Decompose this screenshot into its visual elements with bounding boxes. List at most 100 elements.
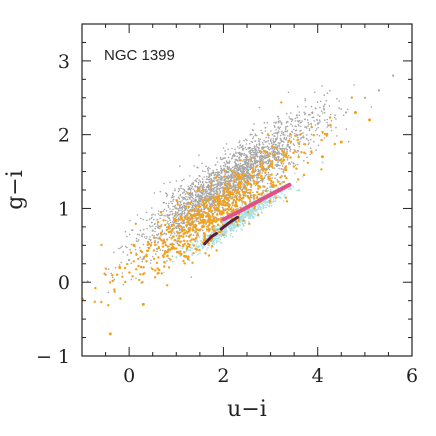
- scatter-point: [165, 202, 168, 205]
- scatter-point: [238, 193, 240, 195]
- scatter-point: [268, 165, 271, 169]
- scatter-point: [303, 143, 307, 146]
- scatter-point: [318, 135, 321, 137]
- scatter-point: [347, 140, 350, 143]
- scatter-point: [229, 234, 232, 237]
- scatter-point: [249, 200, 252, 203]
- scatter-point: [283, 195, 285, 197]
- scatter-point: [323, 94, 326, 96]
- scatter-point: [214, 200, 217, 203]
- scatter-point: [297, 188, 300, 192]
- scatter-point: [267, 167, 270, 170]
- scatter-point: [172, 193, 175, 195]
- scatter-point: [194, 230, 197, 233]
- scatter-point: [199, 209, 202, 213]
- scatter-point: [266, 133, 270, 136]
- scatter-point: [216, 185, 218, 188]
- scatter-point: [243, 179, 246, 182]
- scatter-point: [283, 174, 287, 178]
- scatter-point: [266, 204, 269, 206]
- scatter-point: [141, 258, 144, 260]
- scatter-point: [255, 154, 258, 157]
- scatter-point: [236, 188, 240, 192]
- scatter-point: [246, 191, 250, 194]
- scatter-point: [111, 279, 114, 283]
- scatter-point: [194, 190, 196, 193]
- scatter-point: [194, 237, 198, 240]
- scatter-point: [284, 168, 288, 172]
- scatter-point: [179, 205, 181, 207]
- scatter-point: [231, 166, 234, 169]
- scatter-point: [220, 170, 223, 173]
- scatter-point: [370, 106, 373, 108]
- scatter-point: [281, 193, 283, 195]
- scatter-point: [234, 162, 237, 165]
- scatter-point: [233, 168, 236, 170]
- scatter-point: [305, 126, 308, 128]
- scatter-point: [254, 149, 256, 152]
- scatter-point: [177, 190, 180, 193]
- scatter-point: [190, 276, 193, 278]
- scatter-point: [282, 200, 285, 202]
- scatter-point: [242, 149, 244, 151]
- scatter-point: [205, 165, 207, 168]
- scatter-point: [143, 236, 146, 238]
- scatter-point: [224, 163, 227, 165]
- scatter-point: [192, 238, 196, 241]
- scatter-point: [252, 179, 255, 182]
- scatter-point: [221, 176, 223, 179]
- scatter-point: [248, 222, 251, 225]
- scatter-point: [280, 181, 283, 184]
- scatter-point: [200, 197, 202, 199]
- scatter-point: [271, 201, 274, 203]
- scatter-point: [235, 191, 239, 194]
- scatter-point: [142, 266, 145, 269]
- scatter-point: [248, 191, 252, 194]
- scatter-point: [172, 260, 174, 263]
- scatter-point: [185, 235, 188, 237]
- scatter-point: [330, 126, 332, 128]
- scatter-point: [233, 166, 235, 168]
- scatter-point: [248, 151, 250, 153]
- scatter-point: [139, 256, 141, 259]
- sequence-lines: [203, 182, 292, 246]
- scatter-point: [266, 121, 269, 124]
- scatter-point: [178, 234, 181, 238]
- scatter-point: [280, 134, 282, 137]
- scatter-point: [280, 138, 282, 141]
- scatter-point: [94, 286, 97, 290]
- scatter-point: [217, 184, 220, 186]
- scatter-point: [233, 191, 235, 194]
- scatter-point: [189, 212, 191, 215]
- scatter-point: [326, 126, 329, 128]
- scatter-point: [277, 155, 279, 158]
- scatter-point: [201, 220, 204, 224]
- scatter-point: [154, 230, 156, 233]
- scatter-point: [230, 169, 233, 173]
- scatter-point: [210, 179, 213, 181]
- scatter-point: [196, 232, 199, 235]
- scatter-point: [224, 180, 228, 183]
- scatter-point: [273, 147, 276, 150]
- scatter-point: [153, 192, 156, 194]
- scatter-point: [145, 237, 147, 240]
- scatter-point: [329, 89, 331, 92]
- scatter-point: [200, 239, 202, 242]
- scatter-point: [260, 129, 262, 132]
- scatter-point: [307, 119, 309, 121]
- scatter-point: [273, 143, 275, 145]
- scatter-point: [179, 252, 183, 256]
- scatter-point: [262, 157, 264, 159]
- scatter-point: [174, 188, 176, 190]
- scatter-point: [326, 121, 328, 124]
- scatter-point: [294, 117, 297, 120]
- scatter-point: [202, 184, 205, 187]
- scatter-point: [164, 251, 168, 254]
- scatter-point: [206, 198, 209, 202]
- scatter-point: [255, 165, 258, 168]
- scatter-point: [321, 85, 323, 87]
- scatter-point: [239, 185, 242, 189]
- scatter-point: [113, 278, 116, 281]
- scatter-point: [207, 207, 210, 210]
- scatter-point: [303, 136, 305, 139]
